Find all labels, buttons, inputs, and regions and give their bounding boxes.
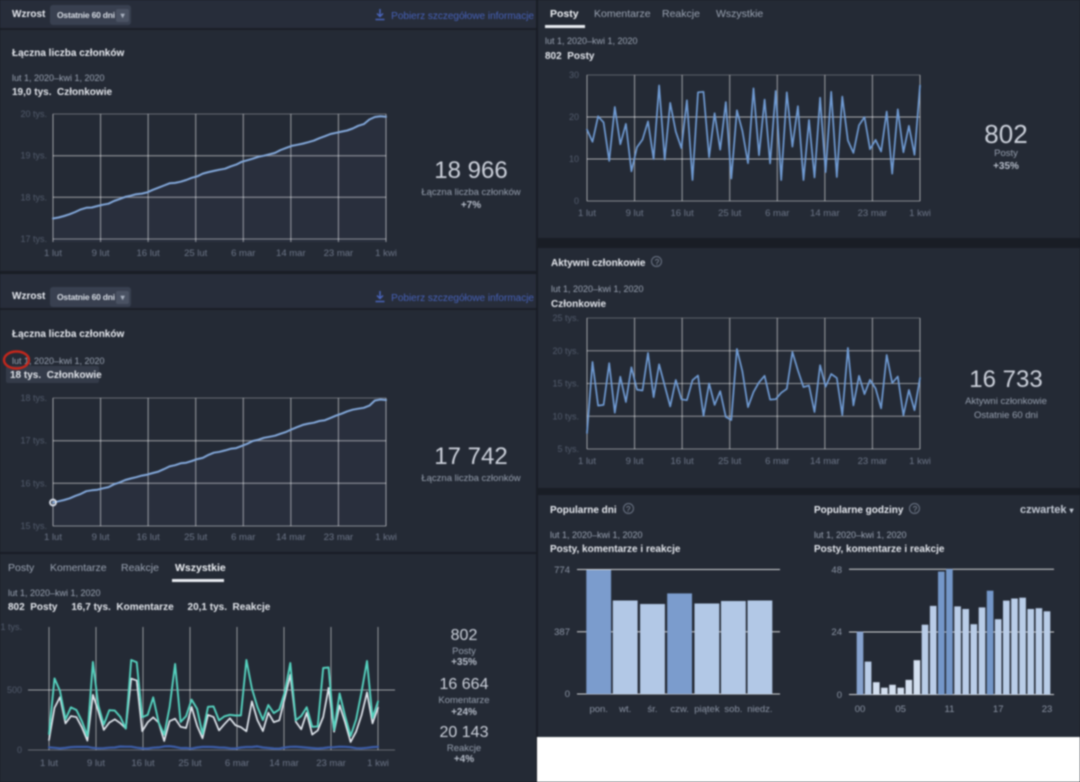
svg-text:20 tys.: 20 tys. — [20, 109, 47, 119]
svg-text:23 mar: 23 mar — [324, 248, 354, 259]
svg-text:18 tys.: 18 tys. — [20, 192, 47, 202]
svg-text:25 lut: 25 lut — [178, 758, 202, 769]
svg-text:9 lut: 9 lut — [87, 758, 105, 769]
svg-text:16 lut: 16 lut — [671, 208, 695, 219]
svg-text:25 lut: 25 lut — [718, 456, 742, 467]
svg-text:9 lut: 9 lut — [92, 248, 110, 259]
svg-text:14 mar: 14 mar — [810, 208, 840, 219]
svg-text:6 mar: 6 mar — [765, 456, 789, 467]
svg-text:14 mar: 14 mar — [276, 248, 306, 259]
svg-text:23 mar: 23 mar — [858, 456, 888, 467]
svg-text:1 lut: 1 lut — [44, 248, 62, 259]
svg-text:1 kwi: 1 kwi — [375, 248, 397, 259]
svg-text:1 tys.: 1 tys. — [0, 622, 22, 632]
svg-text:25 tys.: 25 tys. — [552, 313, 579, 323]
svg-text:0: 0 — [837, 690, 842, 701]
svg-text:6 mar: 6 mar — [231, 248, 255, 259]
svg-text:1 lut: 1 lut — [578, 456, 596, 467]
svg-text:10: 10 — [569, 154, 579, 164]
svg-text:500: 500 — [7, 685, 22, 695]
svg-text:1 kwi: 1 kwi — [909, 456, 931, 467]
svg-text:00: 00 — [855, 704, 866, 715]
svg-text:48: 48 — [831, 565, 842, 576]
svg-text:niedz.: niedz. — [747, 704, 772, 715]
svg-text:14 mar: 14 mar — [276, 532, 306, 543]
svg-text:14 mar: 14 mar — [810, 456, 840, 467]
svg-text:6 mar: 6 mar — [225, 758, 249, 769]
svg-text:9 lut: 9 lut — [626, 456, 644, 467]
svg-text:6 mar: 6 mar — [231, 532, 255, 543]
svg-text:16 lut: 16 lut — [671, 456, 695, 467]
svg-text:1 lut: 1 lut — [40, 758, 58, 769]
svg-text:wt.: wt. — [618, 704, 631, 715]
svg-text:16 tys.: 16 tys. — [20, 478, 47, 488]
svg-text:23 mar: 23 mar — [324, 532, 354, 543]
svg-text:25 lut: 25 lut — [184, 532, 208, 543]
svg-text:9 lut: 9 lut — [92, 532, 110, 543]
svg-text:16 lut: 16 lut — [131, 758, 155, 769]
svg-text:24: 24 — [831, 627, 842, 638]
svg-text:0: 0 — [565, 689, 570, 700]
svg-text:23 mar: 23 mar — [858, 208, 888, 219]
svg-text:16 lut: 16 lut — [137, 532, 161, 543]
svg-text:9 lut: 9 lut — [626, 208, 644, 219]
svg-text:10 tys.: 10 tys. — [552, 411, 579, 421]
svg-text:18 tys.: 18 tys. — [20, 393, 47, 403]
svg-text:25 lut: 25 lut — [184, 248, 208, 259]
svg-text:0: 0 — [574, 196, 579, 206]
svg-text:16 lut: 16 lut — [137, 248, 161, 259]
svg-text:14 mar: 14 mar — [269, 758, 299, 769]
svg-text:25 lut: 25 lut — [718, 208, 742, 219]
svg-text:17 tys.: 17 tys. — [20, 436, 47, 446]
svg-text:6 mar: 6 mar — [765, 208, 789, 219]
svg-text:0: 0 — [17, 745, 22, 755]
svg-text:05: 05 — [895, 704, 906, 715]
svg-text:23: 23 — [1042, 704, 1053, 715]
svg-text:pon.: pon. — [589, 704, 608, 715]
svg-text:1 lut: 1 lut — [578, 208, 596, 219]
svg-text:30: 30 — [569, 70, 579, 80]
svg-text:5 tys.: 5 tys. — [557, 444, 579, 454]
svg-text:1 kwi: 1 kwi — [367, 758, 389, 769]
svg-text:19 tys.: 19 tys. — [20, 151, 47, 161]
svg-text:11: 11 — [944, 704, 954, 715]
svg-text:387: 387 — [554, 627, 570, 638]
svg-text:17 tys.: 17 tys. — [20, 234, 47, 244]
svg-text:17: 17 — [993, 704, 1004, 715]
svg-text:1 kwi: 1 kwi — [909, 208, 931, 219]
svg-text:15 tys.: 15 tys. — [552, 379, 579, 389]
svg-text:20 tys.: 20 tys. — [552, 346, 579, 356]
svg-text:czw.: czw. — [670, 704, 688, 715]
svg-text:20: 20 — [569, 112, 579, 122]
svg-text:774: 774 — [554, 565, 570, 576]
svg-text:piątek: piątek — [694, 704, 720, 715]
svg-text:23 mar: 23 mar — [316, 758, 346, 769]
svg-text:1 lut: 1 lut — [44, 532, 62, 543]
svg-text:15 tys.: 15 tys. — [20, 521, 47, 531]
svg-text:śr.: śr. — [647, 704, 657, 715]
svg-text:1 kwi: 1 kwi — [375, 532, 397, 543]
svg-text:sob.: sob. — [724, 704, 742, 715]
